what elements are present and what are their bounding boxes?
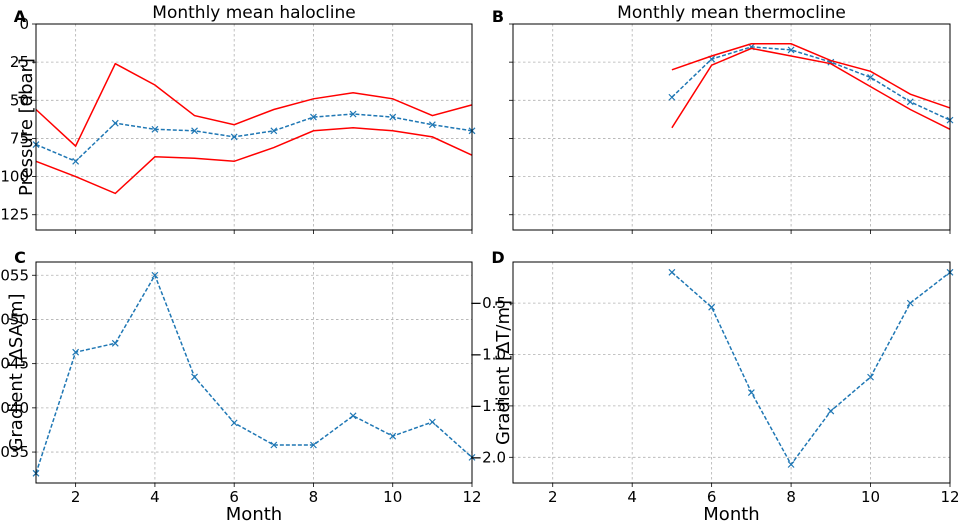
panel-d-letter: D (491, 248, 504, 267)
panel-b-series-mean-line (671, 46, 951, 121)
panel-c-xtick-label: 12 (462, 488, 481, 506)
panel-a-series-mean-point (111, 119, 119, 127)
panel-b: Monthly mean thermocline B (492, 3, 954, 234)
panel-d-ytick-label: −0.5 (470, 294, 506, 312)
panel-b-series-lower-bound-line (671, 47, 951, 130)
panel-a-series-mean-point (151, 125, 159, 133)
panel-c-series-gradient-point (349, 412, 357, 420)
panel-d-ytick-label: −1.0 (470, 346, 506, 364)
panel-a-series-mean-point (270, 127, 278, 135)
panel-c-series-gradient-line (35, 273, 473, 474)
panel-d-xtick-label: 6 (707, 488, 717, 506)
panel-c-series-gradient-point (310, 441, 317, 449)
panel-c-xtick-label: 8 (309, 488, 319, 506)
panel-a-series-mean-point (191, 127, 198, 135)
panel-c-frame (35, 261, 473, 484)
panel-a-letter: A (14, 7, 27, 26)
panel-b-series-mean-point (668, 93, 676, 101)
panel-c-series-gradient-point (428, 418, 436, 426)
panel-d-series-gradient-point (867, 373, 874, 381)
panel-c-ytick-label: 0.045 (0, 355, 29, 373)
panel-a-series-upper-bound-line (35, 62, 473, 148)
panel-b-frame (512, 23, 951, 231)
panel-c-ytick-label: 0.055 (0, 266, 29, 284)
panel-c-series-gradient-point (389, 432, 397, 440)
panel-c-xtick-label: 2 (71, 488, 81, 506)
panel-a-ytick-label: 0 (19, 15, 29, 33)
panel-a-ytick-label: 25 (10, 53, 29, 71)
panel-a-ylabel: Pressure [dbar] (16, 58, 37, 196)
panel-a-ytick-label: 125 (0, 206, 29, 224)
panel-a-frame (35, 23, 473, 231)
panel-c-series-gradient-point (72, 348, 80, 356)
panel-a-series-mean-point (389, 113, 397, 121)
panel-c: 2 4 6 8 10 12 0.035 0.040 0.045 0.050 0.055 Month Gr… (0, 248, 482, 522)
panel-d: 2 4 6 8 10 12 −2.0 −1.5 −1.0 −0.5 Month Gradient [Δ… (470, 248, 960, 522)
panel-a-series-mean-point (428, 121, 436, 129)
panel-a-series-mean-point (230, 133, 238, 141)
panel-c-series-gradient-point (270, 441, 278, 449)
panel-c-series-gradient-point (111, 339, 119, 347)
panel-c-letter: C (14, 248, 26, 267)
panel-a-series-mean-line (35, 113, 473, 163)
panel-c-ylabel: Gradient [ΔSA/m] (6, 293, 27, 451)
panel-d-series-gradient-point (787, 461, 795, 468)
panel-d-series-gradient-point (747, 389, 755, 396)
panel-c-series-gradient-point (151, 271, 159, 279)
panel-a: 0 25 50 75 100 125 Monthly mean halocline Press… (0, 3, 476, 234)
panel-b-title: Monthly mean thermocline (617, 3, 846, 23)
panel-b-series-upper-bound-line (671, 43, 951, 109)
panel-d-series-gradient-point (708, 303, 716, 311)
panel-d-xtick-label: 4 (627, 488, 637, 506)
panel-c-ytick-label: 0.050 (0, 310, 29, 328)
panel-d-xtick-label: 12 (940, 488, 959, 506)
panel-d-ytick-label: −2.0 (470, 448, 506, 466)
panel-a-series-mean-point (310, 113, 317, 121)
panel-a-ytick-label: 50 (10, 91, 29, 109)
panel-b-series-mean-point (787, 46, 795, 54)
panel-b-letter: B (492, 7, 504, 26)
panel-d-ylabel: Gradient [ΔT/m] (493, 300, 514, 445)
panel-d-series-gradient-point (906, 299, 914, 307)
panel-c-xtick-label: 10 (383, 488, 402, 506)
panel-a-ytick-label: 100 (0, 168, 29, 186)
panel-c-ytick-label: 0.040 (0, 399, 29, 417)
panel-c-series-gradient-point (191, 373, 198, 381)
panel-a-series-mean-point (72, 157, 80, 165)
panel-a-title: Monthly mean halocline (152, 3, 355, 23)
panel-b-series-mean-point (867, 73, 874, 81)
panel-d-series-gradient-line (671, 271, 951, 466)
panel-c-series-gradient-point (230, 419, 238, 427)
panel-d-series-gradient-point (668, 268, 676, 276)
panel-a-series-mean-point (349, 110, 357, 118)
panel-b-series-mean-point (906, 98, 914, 106)
panel-d-frame (512, 261, 951, 484)
panel-c-xtick-label: 4 (150, 488, 160, 506)
panel-c-xlabel: Month (226, 504, 282, 522)
panel-d-xlabel: Month (703, 504, 759, 522)
panel-c-xtick-label: 6 (229, 488, 239, 506)
panel-a-ytick-label: 75 (10, 129, 29, 147)
panel-d-ytick-label: −1.5 (470, 397, 506, 415)
panel-d-xtick-label: 2 (548, 488, 558, 506)
panel-d-xtick-label: 8 (786, 488, 796, 506)
panel-a-series-lower-bound-line (35, 127, 473, 195)
panel-d-xtick-label: 10 (861, 488, 880, 506)
panel-d-series-gradient-point (827, 407, 835, 415)
panel-c-ytick-label: 0.035 (0, 443, 29, 461)
